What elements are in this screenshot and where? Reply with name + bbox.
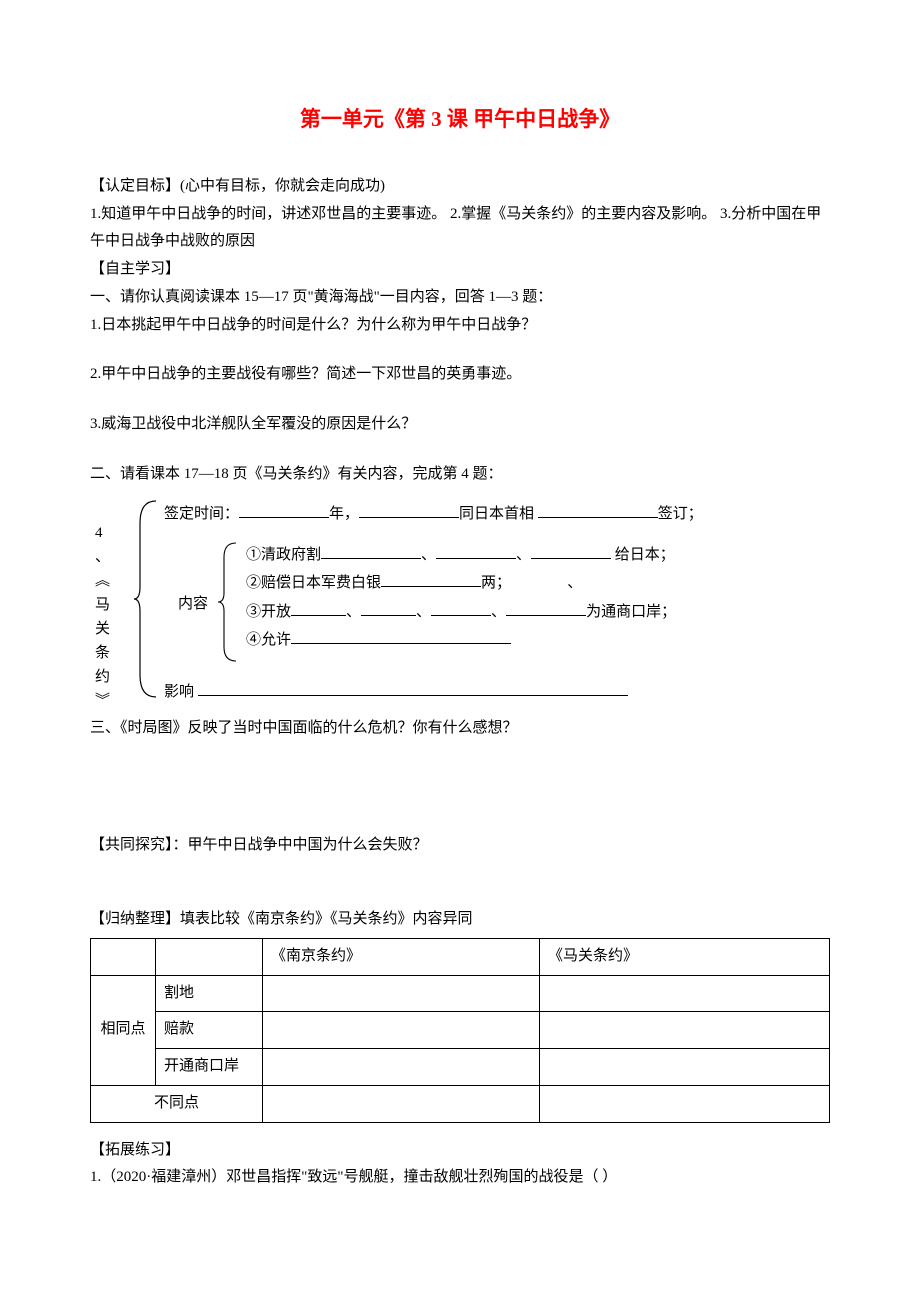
side-char: 约 <box>95 665 113 689</box>
table-row: 不同点 <box>91 1085 830 1122</box>
document-title: 第一单元《第 3 课 甲午中日战争》 <box>90 100 830 139</box>
table-cell <box>263 975 540 1012</box>
blank-line <box>531 543 611 559</box>
label-text: 年， <box>329 506 359 522</box>
table-cell: 赔款 <box>156 1012 263 1049</box>
rowgroup-same: 相同点 <box>91 975 156 1085</box>
content-items: ①清政府割、、 给日本； ②赔偿日本军费白银两； 、 ③开放、、、为通商口岸； … <box>246 541 830 655</box>
selfstudy-q2: 2.甲午中日战争的主要战役有哪些？简述一下邓世昌的英勇事迹。 <box>90 361 830 389</box>
label-text: 签订； <box>658 506 703 522</box>
blank-line <box>436 543 516 559</box>
rowgroup-diff: 不同点 <box>91 1085 263 1122</box>
table-cell <box>540 975 830 1012</box>
selfstudy-q1: 1.日本挑起甲午中日战争的时间是什么？为什么称为甲午中日战争？ <box>90 312 830 340</box>
content-label: 内容 <box>178 591 208 619</box>
selfstudy-intro-2: 二、请看课本 17—18 页《马关条约》有关内容，完成第 4 题： <box>90 461 830 489</box>
label-text: ①清政府割 <box>246 547 321 563</box>
big-left-brace-icon <box>134 499 160 699</box>
side-char: ︾ <box>95 689 113 713</box>
table-cell: 开通商口岸 <box>156 1049 263 1086</box>
side-char: ︽ <box>95 569 113 593</box>
blank-line <box>291 600 346 616</box>
table-row: 相同点 割地 <box>91 975 830 1012</box>
label-text: 同日本首相 <box>459 506 534 522</box>
label-text: 影响 <box>164 684 194 700</box>
label-text: 为通商口岸； <box>586 604 676 620</box>
label-text: ④允许 <box>246 632 291 648</box>
objectives-heading: 【认定目标】(心中有目标，你就会走向成功) <box>90 173 830 201</box>
content-item-2: ②赔偿日本军费白银两； 、 <box>246 569 830 598</box>
impact-row: 影响 <box>164 679 830 707</box>
table-cell <box>263 1012 540 1049</box>
table-cell <box>540 1085 830 1122</box>
selfstudy-intro-1: 一、请你认真阅读课本 15—17 页"黄海海战"一目内容，回答 1—3 题： <box>90 284 830 312</box>
side-char: 4 <box>95 521 113 545</box>
blank-line <box>239 502 329 518</box>
blank-line <box>361 600 416 616</box>
table-cell <box>263 1049 540 1086</box>
table-header-maguan: 《马关条约》 <box>540 938 830 975</box>
label-text: 签定时间： <box>164 506 239 522</box>
selfstudy-heading: 【自主学习】 <box>90 256 830 284</box>
blank-line <box>381 571 481 587</box>
small-left-brace-icon <box>218 541 240 663</box>
table-cell <box>540 1012 830 1049</box>
document-page: 第一单元《第 3 课 甲午中日战争》 【认定目标】(心中有目标，你就会走向成功)… <box>0 0 920 1302</box>
blank-line <box>198 680 628 696</box>
table-cell <box>263 1085 540 1122</box>
objectives-body: 1.知道甲午中日战争的时间，讲述邓世昌的主要事迹。 2.掌握《马关条约》的主要内… <box>90 201 830 257</box>
side-char: 、 <box>95 545 113 569</box>
side-char: 条 <box>95 641 113 665</box>
discuss-heading: 【共同探究】：甲午中日战争中中国为什么会失败？ <box>90 832 830 860</box>
blank-line <box>321 543 421 559</box>
summary-heading: 【归纳整理】填表比较《南京条约》《马关条约》内容异同 <box>90 906 830 934</box>
treaty-brace-diagram: 4 、 ︽ 马 关 条 约 ︾ 签定时间：年，同日本首相 签订； 内容 ①清政府… <box>90 499 830 709</box>
blank-line <box>538 502 658 518</box>
side-char: 关 <box>95 617 113 641</box>
selfstudy-q3: 3.威海卫战役中北洋舰队全军覆没的原因是什么？ <box>90 411 830 439</box>
comparison-table: 《南京条约》 《马关条约》 相同点 割地 赔款 开通商口岸 不同点 <box>90 938 830 1123</box>
blank-line <box>291 628 511 644</box>
table-cell <box>91 938 156 975</box>
practice-q1: 1.（2020·福建漳州）邓世昌指挥"致远"号舰艇，撞击敌舰壮烈殉国的战役是（ … <box>90 1164 830 1192</box>
table-row: 赔款 <box>91 1012 830 1049</box>
table-cell <box>540 1049 830 1086</box>
table-row: 开通商口岸 <box>91 1049 830 1086</box>
side-char: 马 <box>95 593 113 617</box>
content-item-4: ④允许 <box>246 626 830 655</box>
table-header-nanjing: 《南京条约》 <box>263 938 540 975</box>
signing-time-row: 签定时间： 年， 同日本首相 签订； <box>164 501 830 529</box>
label-text: 两； <box>481 575 511 591</box>
blank-line <box>431 600 491 616</box>
blank-line <box>506 600 586 616</box>
table-cell <box>156 938 263 975</box>
practice-heading: 【拓展练习】 <box>90 1137 830 1165</box>
table-cell: 割地 <box>156 975 263 1012</box>
label-text: 给日本； <box>615 547 675 563</box>
label-text: ③开放 <box>246 604 291 620</box>
table-header-row: 《南京条约》 《马关条约》 <box>91 938 830 975</box>
selfstudy-q-situation: 三、《时局图》反映了当时中国面临的什么危机？你有什么感想？ <box>90 715 830 743</box>
content-item-3: ③开放、、、为通商口岸； <box>246 598 830 627</box>
blank-line <box>359 502 459 518</box>
content-item-1: ①清政府割、、 给日本； <box>246 541 830 570</box>
label-text: ②赔偿日本军费白银 <box>246 575 381 591</box>
brace-side-label: 4 、 ︽ 马 关 条 约 ︾ <box>95 521 113 713</box>
